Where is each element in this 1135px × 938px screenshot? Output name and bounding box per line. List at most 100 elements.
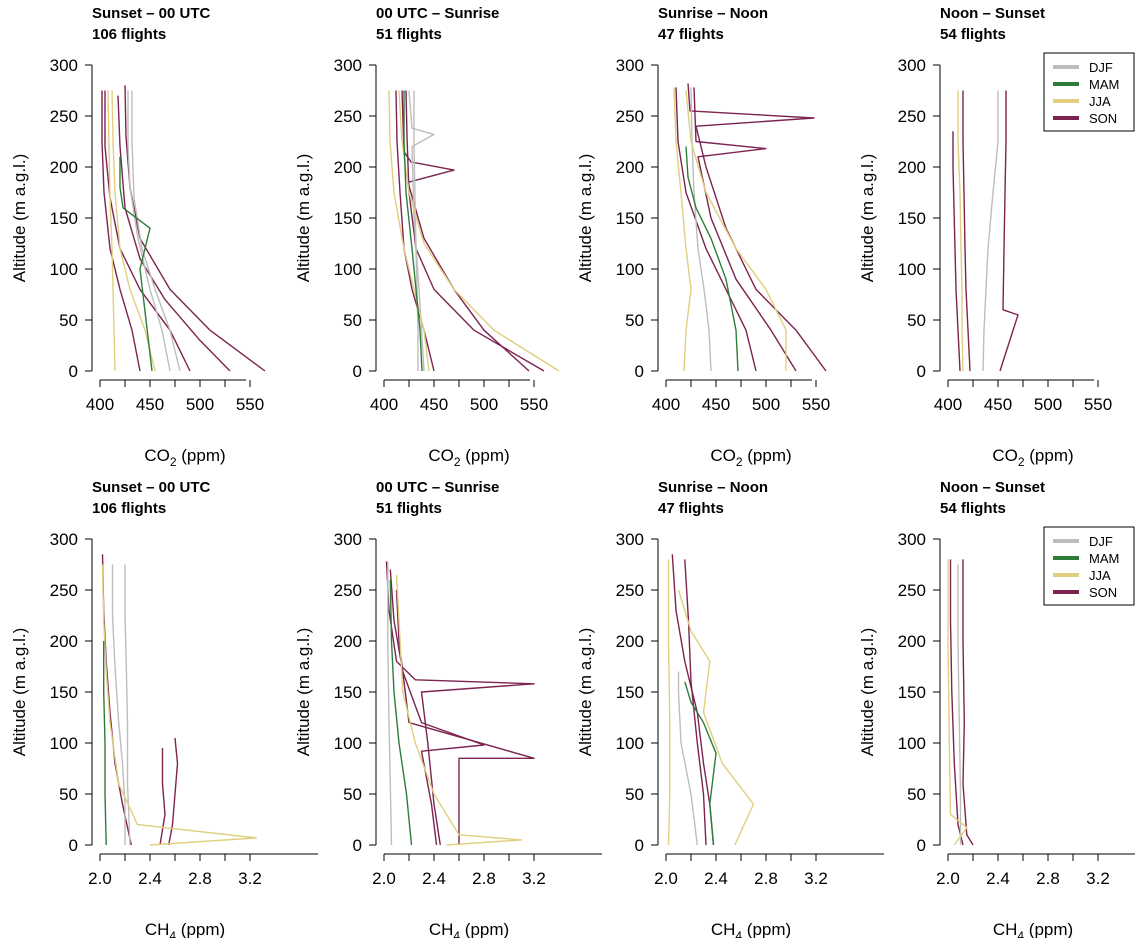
y-axis-label: Altitude (m a.g.l.) [10,154,29,283]
x-axis: 400 450 500 550 CO2 (ppm) [370,379,548,469]
panel-title: Sunrise – Noon [658,479,768,496]
legend: DJF MAM JJA SON [1043,52,1135,132]
x-tick-label: 400 [652,395,680,414]
series-line-jja [947,559,968,846]
series-line-son [124,85,266,372]
y-tick-label: 300 [334,56,362,75]
series-line-mam [102,641,107,846]
y-axis-label: Altitude (m a.g.l.) [858,628,877,757]
series-line-mam [389,579,413,846]
y-tick-label: 250 [616,581,644,600]
y-tick-label: 150 [898,683,926,702]
y-tick-label: 100 [898,734,926,753]
y-tick-label: 250 [50,581,78,600]
y-axis-label: Altitude (m a.g.l.) [10,628,29,757]
y-axis: 0 50 100 150 200 250 300 Altitude (m a.g.l.) [294,56,377,381]
x-axis-label: CO2 (ppm) [144,446,225,469]
series-line-jja [673,87,692,372]
y-axis: 0 50 100 150 200 250 300 Altitude (m a.g.l.) [576,56,659,381]
x-axis-label: CO2 (ppm) [710,446,791,469]
y-axis: 0 50 100 150 200 250 300 Altitude (m a.g.l.) [576,530,659,855]
y-tick-label: 0 [69,836,78,855]
series-group [673,83,827,372]
y-tick-label: 0 [635,362,644,381]
x-tick-label: 500 [1034,395,1062,414]
y-tick-label: 0 [353,362,362,381]
panel-subtitle: 106 flights [92,26,166,43]
y-axis-label: Altitude (m a.g.l.) [858,154,877,283]
panel-subtitle: 47 flights [658,500,724,517]
panel-1: Sunset – 00 UTC 106 flights 0 50 100 150 200 25… [10,5,266,469]
series-line-mam [119,156,153,372]
y-tick-label: 250 [334,581,362,600]
y-axis: 0 50 100 150 200 250 300 Altitude (m a.g.l.) [294,530,377,855]
panel-title: 00 UTC – Sunrise [376,5,499,22]
series-line-son [389,569,485,846]
y-tick-label: 100 [50,734,78,753]
x-axis: 400 450 500 550 CO2 (ppm) [934,379,1112,469]
panel-subtitle: 106 flights [92,500,166,517]
series-line-son [159,748,166,846]
legend-label-son: SON [1089,585,1117,600]
panel-subtitle: 47 flights [658,26,724,43]
series-line-son [952,131,961,372]
panel-title: Sunset – 00 UTC [92,5,211,22]
series-line-djf [982,90,999,372]
panel-6: 00 UTC – Sunrise 51 flights 0 50 100 150 200 25… [294,479,602,938]
x-tick-label: 2.0 [654,869,678,888]
y-tick-label: 50 [907,785,926,804]
legend-label-son: SON [1089,111,1117,126]
series-line-son [962,90,971,372]
series-line-son [999,90,1019,372]
series-group [101,85,266,372]
series-line-djf [111,564,126,845]
y-tick-label: 300 [334,530,362,549]
y-tick-label: 50 [59,311,78,330]
y-axis-label: Altitude (m a.g.l.) [576,628,595,757]
series-line-son [101,90,141,372]
panel-subtitle: 51 flights [376,500,442,517]
x-tick-label: 2.4 [138,869,162,888]
y-tick-label: 200 [898,632,926,651]
y-tick-label: 200 [616,158,644,177]
y-tick-label: 200 [898,158,926,177]
series-line-son [675,87,757,372]
x-tick-label: 2.0 [936,869,960,888]
x-tick-label: 3.2 [238,869,262,888]
x-axis-label: CH4 (ppm) [145,920,225,938]
series-line-son [687,83,827,372]
y-tick-label: 200 [50,632,78,651]
x-tick-label: 2.8 [188,869,212,888]
x-tick-label: 2.4 [422,869,446,888]
x-tick-label: 500 [470,395,498,414]
series-line-djf [387,561,393,846]
x-tick-label: 3.2 [804,869,828,888]
y-tick-label: 0 [917,362,926,381]
series-line-jja [107,90,116,372]
series-line-djf [413,90,419,371]
y-tick-label: 0 [635,836,644,855]
y-tick-label: 200 [334,158,362,177]
x-tick-label: 550 [1084,395,1112,414]
x-axis-label: CH4 (ppm) [711,920,791,938]
x-tick-label: 3.2 [522,869,546,888]
series-group [667,554,755,846]
x-tick-label: 550 [520,395,548,414]
y-tick-label: 0 [353,836,362,855]
y-tick-label: 300 [50,530,78,549]
x-tick-label: 3.2 [1086,869,1110,888]
series-line-jja [957,90,964,372]
x-tick-label: 550 [802,395,830,414]
panel-subtitle: 54 flights [940,500,1006,517]
y-tick-label: 150 [616,209,644,228]
y-tick-label: 0 [917,836,926,855]
panel-2: 00 UTC – Sunrise 51 flights 0 50 100 150 200 25… [294,5,560,469]
x-axis: 400 450 500 550 CO2 (ppm) [652,379,830,469]
x-axis: 2.0 2.4 2.8 3.2 CH4 (ppm) [936,853,1135,938]
x-axis-label: CH4 (ppm) [429,920,509,938]
y-tick-label: 300 [616,56,644,75]
legend: DJF MAM JJA SON [1043,526,1135,606]
series-line-jja [677,589,755,846]
x-tick-label: 450 [136,395,164,414]
y-axis: 0 50 100 150 200 250 300 Altitude (m a.g.l.) [858,56,941,381]
